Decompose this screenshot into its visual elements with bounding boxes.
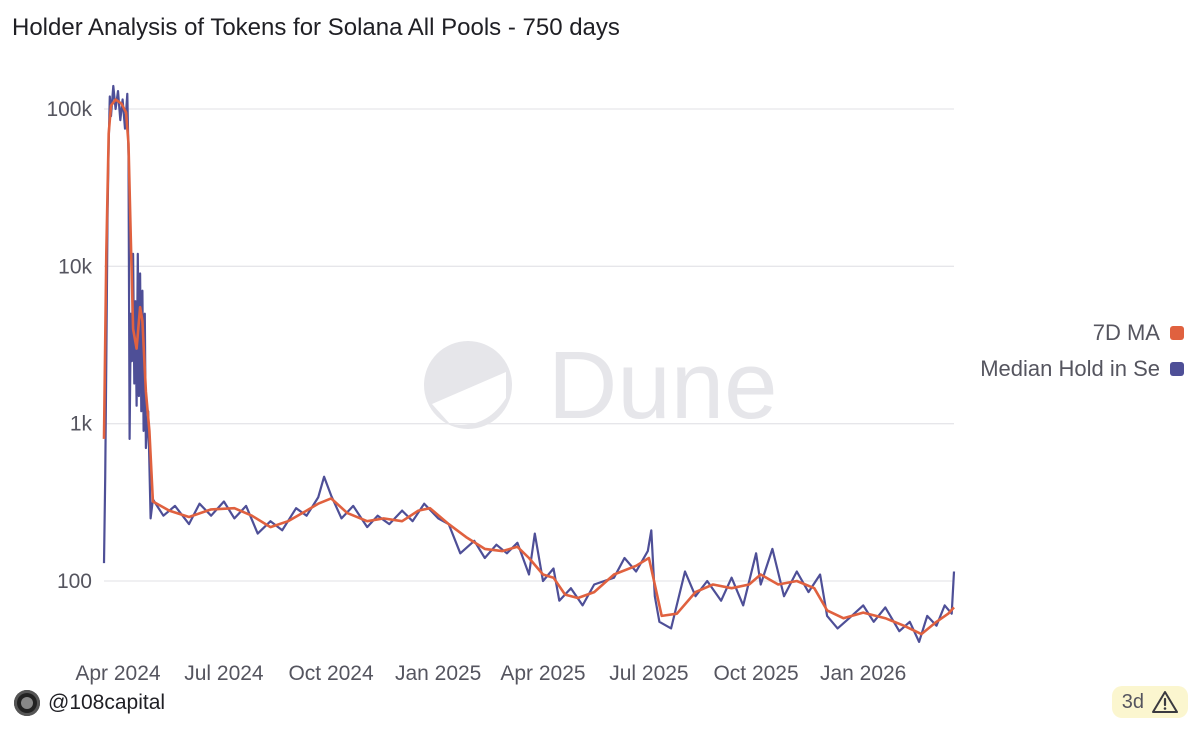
avatar-logo-icon (14, 690, 40, 716)
age-badge[interactable]: 3d (1111, 686, 1188, 718)
y-tick-label: 1k (70, 413, 93, 436)
y-tick-label: 10k (58, 255, 92, 278)
y-tick-label: 100k (46, 98, 92, 121)
legend-label: Median Hold in Se (980, 356, 1160, 381)
dune-watermark: Dune (424, 332, 778, 439)
y-axis: 100 1k 10k 100k (46, 98, 92, 593)
x-tick-label: Jan 2026 (820, 662, 906, 685)
legend-swatch (1170, 362, 1184, 376)
watermark-text: Dune (548, 332, 778, 439)
legend-swatch (1170, 326, 1184, 340)
x-tick-label: Jan 2025 (395, 662, 481, 685)
warning-triangle-icon (1152, 691, 1178, 713)
grid (104, 108, 954, 582)
series-line-7d-ma (102, 98, 955, 636)
y-tick-label: 100 (57, 570, 92, 593)
legend-item-median-hold[interactable]: Median Hold in Se (980, 356, 1184, 382)
x-tick-label: Apr 2024 (75, 662, 161, 685)
legend-label: 7D MA (1092, 320, 1160, 345)
chart-title: Holder Analysis of Tokens for Solana All… (12, 14, 620, 41)
x-tick-label: Jul 2025 (609, 662, 688, 685)
x-tick-label: Oct 2024 (288, 662, 374, 685)
x-tick-label: Apr 2025 (500, 662, 585, 685)
credit[interactable]: @108capital (14, 690, 165, 716)
x-tick-label: Oct 2025 (713, 662, 798, 685)
age-badge-label: 3d (1121, 690, 1144, 713)
x-tick-label: Jul 2024 (184, 662, 264, 685)
legend: 7D MA Median Hold in Se (980, 320, 1184, 382)
legend-item-7d-ma[interactable]: 7D MA (1093, 320, 1184, 346)
credit-handle: @108capital (48, 691, 166, 714)
x-axis: Apr 2024 Jul 2024 Oct 2024 Jan 2025 Apr 2025… (75, 662, 906, 685)
series-layer (102, 84, 956, 643)
